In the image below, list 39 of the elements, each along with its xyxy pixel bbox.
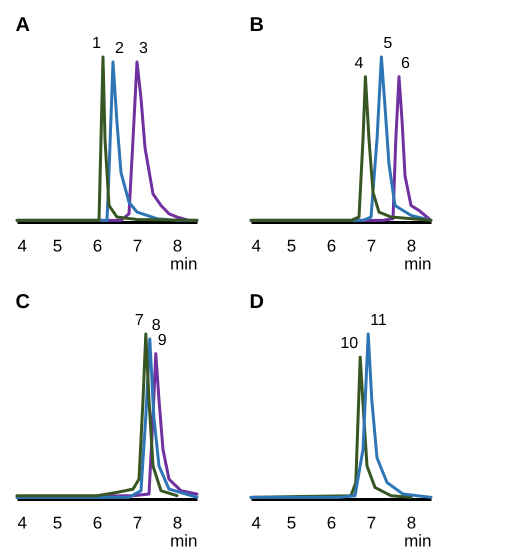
x-tick-label: 5 <box>52 236 62 256</box>
annotation: 10 <box>340 335 358 352</box>
annotation: 2 <box>115 40 124 57</box>
chart-title: C <box>16 291 30 313</box>
x-tick-label: 8 <box>172 514 182 532</box>
annotation: 1 <box>92 35 102 52</box>
x-tick-label: 5 <box>286 514 296 532</box>
x-tick-label: 7 <box>132 236 142 256</box>
x-tick-label: 4 <box>252 514 261 532</box>
x-axis-title: min <box>404 254 432 274</box>
x-tick-label: 4 <box>18 236 27 256</box>
x-tick-label: 5 <box>52 514 62 532</box>
annotation: 11 <box>370 312 387 329</box>
x-tick-label: 6 <box>326 236 336 256</box>
x-tick-label: 8 <box>172 236 182 256</box>
chart-title: A <box>16 14 30 36</box>
x-tick-label: 4 <box>252 236 261 256</box>
x-tick-label: 8 <box>406 236 416 256</box>
chart-title: D <box>250 291 264 313</box>
x-tick-label: 4 <box>18 514 27 532</box>
x-tick-label: 6 <box>326 514 336 532</box>
annotation: 3 <box>139 40 148 57</box>
x-tick-label: 7 <box>366 236 376 256</box>
x-tick-label: 5 <box>286 236 296 256</box>
annotation: 9 <box>158 332 167 349</box>
x-axis-title: min <box>170 254 198 274</box>
x-tick-label: 6 <box>92 514 102 532</box>
x-axis-title: min <box>404 532 432 550</box>
x-tick-label: 7 <box>366 514 376 532</box>
x-tick-label: 6 <box>92 236 102 256</box>
x-tick-label: 8 <box>406 514 416 532</box>
annotation: 6 <box>401 54 410 72</box>
annotation: 7 <box>134 312 144 329</box>
annotation: 8 <box>152 316 161 334</box>
x-tick-label: 7 <box>132 514 142 532</box>
x-axis-title: min <box>170 532 198 550</box>
annotation: 4 <box>354 54 364 72</box>
chart-title: B <box>250 14 264 36</box>
annotation: 5 <box>383 35 392 52</box>
